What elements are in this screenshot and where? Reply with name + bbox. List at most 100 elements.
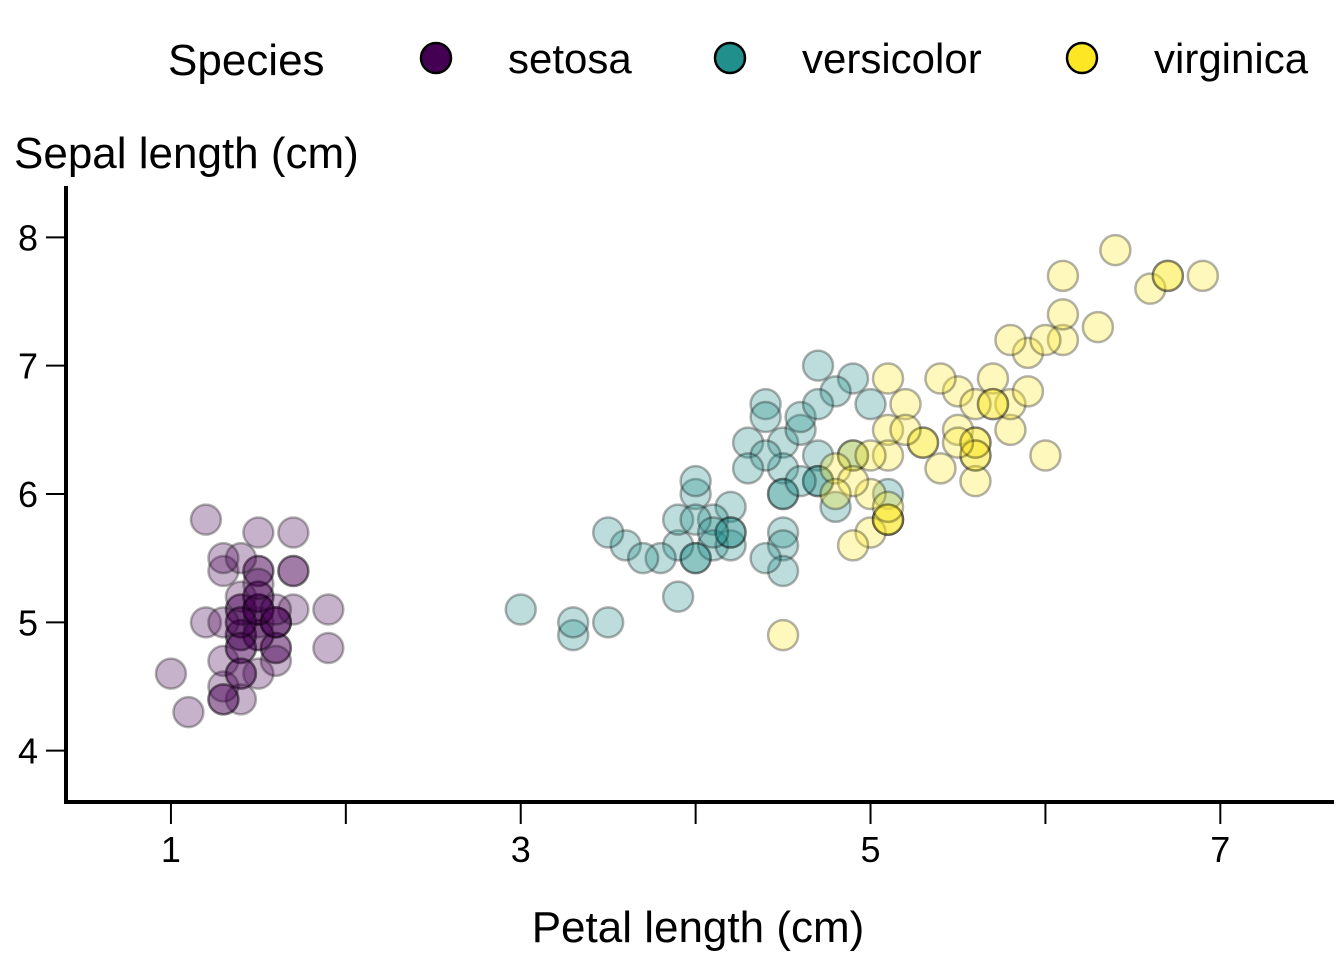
x-tick-label: 7 [1210, 829, 1230, 870]
data-point [277, 516, 310, 549]
data-point [242, 580, 275, 613]
data-point [312, 593, 345, 626]
data-point [189, 503, 223, 536]
data-point [959, 464, 992, 498]
data-point [277, 554, 310, 588]
data-point [259, 644, 293, 678]
y-ticks: 4 5 6 7 8 [18, 217, 64, 772]
data-point [784, 400, 817, 434]
y-tick-label: 4 [18, 731, 38, 772]
data-point [871, 362, 905, 395]
data-point [976, 387, 1010, 421]
data-point [924, 452, 957, 485]
data-point [766, 529, 800, 562]
data-point [714, 529, 747, 562]
data-point [259, 631, 293, 665]
data-point [1011, 336, 1045, 370]
data-point [766, 477, 800, 511]
data-point [1186, 259, 1220, 293]
data-point [242, 580, 275, 613]
data-point [731, 426, 765, 459]
data-point [661, 503, 695, 536]
data-point [1134, 272, 1167, 305]
y-tick-label: 7 [18, 346, 38, 387]
data-point [959, 439, 992, 472]
data-point [312, 631, 345, 665]
data-point [626, 541, 660, 575]
data-point [1046, 323, 1080, 357]
data-point [1029, 323, 1062, 357]
data-point [766, 618, 800, 652]
data-point [819, 477, 852, 511]
data-point [836, 439, 870, 472]
axes [64, 186, 1334, 804]
data-point [749, 541, 782, 575]
data-point [259, 606, 293, 639]
x-tick-label: 3 [511, 829, 531, 870]
data-point [259, 606, 293, 639]
data-point [224, 631, 258, 665]
x-ticks: 1 3 5 7 [161, 804, 1230, 870]
data-point [836, 362, 870, 395]
data-point [207, 541, 240, 575]
data-point [871, 490, 905, 524]
data-point [871, 413, 905, 447]
legend-key-virginica [1065, 41, 1099, 75]
data-point [749, 387, 782, 421]
data-point [277, 593, 310, 626]
data-point [242, 593, 275, 626]
y-tick-label: 5 [18, 602, 38, 643]
series-setosa [154, 503, 345, 729]
data-point [172, 695, 205, 729]
data-point [679, 477, 712, 511]
legend-label-versicolor: versicolor [802, 35, 982, 82]
data-point [836, 529, 870, 562]
y-tick-label: 8 [18, 217, 38, 258]
data-point [259, 593, 293, 626]
data-point [224, 683, 258, 716]
data-point [154, 657, 188, 690]
data-point [1081, 310, 1115, 344]
data-point [242, 554, 275, 588]
data-point [207, 644, 240, 678]
x-axis-title: Petal length (cm) [532, 903, 865, 952]
data-point [591, 516, 625, 549]
data-point [224, 657, 258, 690]
data-point [224, 593, 258, 626]
data-point [207, 554, 240, 588]
data-point [871, 439, 905, 472]
data-point [224, 580, 258, 613]
legend-key-setosa [419, 41, 453, 75]
data-point [801, 464, 835, 498]
data-point [714, 516, 747, 549]
data-point [924, 362, 957, 395]
data-point [242, 593, 275, 626]
data-point [906, 426, 940, 459]
data-point [242, 593, 275, 626]
data-point [207, 683, 240, 716]
data-point [976, 362, 1010, 395]
data-point [994, 323, 1027, 357]
data-point [959, 426, 992, 459]
data-point [224, 606, 258, 639]
data-point [749, 439, 782, 472]
data-point [1011, 375, 1045, 408]
data-point [784, 413, 817, 447]
legend-key-versicolor [713, 41, 747, 75]
data-point [679, 464, 712, 498]
data-point [889, 413, 922, 447]
data-point [906, 426, 940, 459]
data-point [207, 670, 240, 703]
data-point [242, 516, 275, 549]
data-point [714, 490, 747, 524]
data-point [679, 541, 712, 575]
data-point [224, 618, 258, 652]
data-point [1046, 259, 1080, 293]
series-virginica [766, 233, 1220, 652]
data-point [766, 554, 800, 588]
data-point [207, 606, 240, 639]
data-point [224, 593, 258, 626]
data-point [819, 375, 852, 408]
data-point [941, 426, 975, 459]
